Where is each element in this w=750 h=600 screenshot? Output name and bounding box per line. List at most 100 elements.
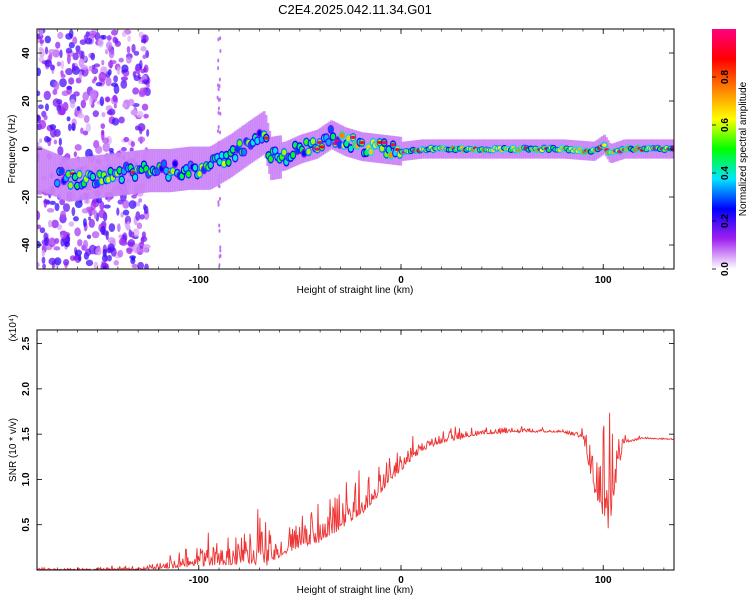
heatmap-x-axis-label: Height of straight line (km) — [297, 285, 414, 296]
heatmap-cell — [93, 261, 99, 269]
heatmap-cell — [217, 58, 220, 63]
heatmap-cell — [230, 146, 236, 153]
heatmap-cell — [235, 146, 240, 153]
heatmap-cell — [602, 143, 607, 147]
heatmap-cell — [140, 248, 144, 254]
y-tick-label: 2.0 — [21, 381, 32, 395]
heatmap-cell — [42, 148, 46, 192]
heatmap-cell — [100, 225, 106, 235]
heatmap-cell — [350, 129, 354, 158]
heatmap-cell — [88, 216, 92, 221]
heatmap-cell — [56, 61, 62, 67]
heatmap-cell — [58, 155, 62, 199]
colorbar-ticks: 0.0 0.2 0.4 0.6 0.8 — [712, 70, 731, 276]
heatmap-cell — [290, 151, 296, 158]
heatmap-cell — [306, 148, 311, 155]
heatmap-cell — [57, 31, 64, 40]
heatmap-cell — [213, 143, 217, 188]
heatmap-cell — [68, 182, 73, 189]
heatmap-cell — [77, 113, 85, 119]
heatmap-cell — [39, 29, 44, 37]
heatmap-cell — [122, 200, 130, 209]
heatmap-cell — [48, 257, 57, 266]
heatmap-cell — [217, 87, 220, 92]
heatmap-cell — [47, 150, 51, 195]
heatmap-cell — [73, 151, 78, 158]
heatmap-cell — [301, 150, 307, 157]
heatmap-cell — [116, 66, 121, 76]
heatmap-cell — [268, 156, 273, 163]
heatmap-cell — [62, 203, 71, 212]
heatmap-cell — [39, 138, 43, 143]
heatmap-cell — [67, 123, 72, 132]
heatmap-cell — [41, 256, 46, 264]
heatmap-cell — [53, 153, 57, 197]
heatmap-cell — [83, 198, 91, 205]
y-tick-label: 0.5 — [21, 517, 32, 531]
heatmap-cell — [37, 146, 40, 190]
heatmap-cell — [71, 206, 76, 217]
heatmap-cell — [186, 171, 191, 178]
snr-y-multiplier: (x10⁴) — [8, 314, 19, 341]
heatmap-cell — [136, 222, 143, 230]
heatmap-cell — [139, 214, 145, 220]
heatmap-cell — [92, 199, 97, 204]
heatmap-cell — [65, 47, 73, 54]
figure-title: C2E4.2025.042.11.34.G01 — [278, 2, 432, 17]
heatmap-cell — [37, 141, 40, 147]
heatmap-cell — [101, 59, 105, 66]
heatmap-cell — [100, 123, 106, 129]
heatmap-cell — [46, 137, 52, 142]
heatmap-cell — [90, 52, 96, 61]
heatmap-cell — [49, 200, 56, 206]
x-tick-label: -100 — [189, 275, 209, 286]
heatmap-cell — [359, 141, 365, 145]
heatmap-cell — [233, 131, 237, 175]
heatmap-cell — [96, 196, 102, 204]
heatmap-cell — [217, 129, 220, 134]
heatmap-cell — [82, 91, 89, 101]
heatmap-cell — [141, 231, 146, 239]
heatmap-cell — [53, 80, 60, 91]
heatmap-cell — [128, 200, 137, 209]
heatmap-cell — [102, 265, 107, 269]
heatmap-cell — [103, 204, 111, 209]
heatmap-cell — [226, 159, 231, 166]
heatmap-cell — [140, 237, 145, 244]
heatmap-cell — [68, 77, 75, 85]
heatmap-cell — [110, 82, 118, 87]
heatmap-cell — [218, 228, 221, 233]
heatmap-cell — [80, 157, 84, 201]
heatmap-cell — [73, 216, 79, 222]
heatmap-cell — [66, 54, 71, 65]
heatmap-cell — [218, 77, 221, 82]
heatmap-cell — [126, 247, 133, 255]
heatmap-cell — [219, 248, 222, 253]
heatmap-cell — [82, 208, 88, 214]
heatmap-cell — [129, 147, 134, 152]
heatmap-cell — [59, 168, 64, 175]
heatmap-cell — [138, 198, 143, 203]
heatmap-cell — [257, 130, 262, 137]
heatmap-cell — [237, 140, 242, 147]
heatmap-cell — [263, 136, 269, 140]
heatmap-cell — [304, 138, 309, 145]
heatmap-cell — [118, 238, 125, 246]
heatmap-cell — [44, 103, 49, 112]
heatmap-cell — [126, 221, 130, 230]
heatmap-cell — [219, 130, 222, 135]
heatmap-cell — [197, 146, 201, 190]
heatmap-cell — [217, 125, 220, 130]
heatmap-cell — [88, 30, 97, 37]
heatmap-cell — [137, 136, 146, 143]
heatmap-cell — [99, 201, 105, 211]
heatmap-cell — [124, 215, 132, 225]
heatmap-cell — [37, 104, 44, 110]
snr-panel: -100 0 100 0.5 1.0 1.5 2.0 2.5 Height of strai… — [8, 314, 675, 596]
heatmap-cell — [46, 150, 50, 194]
heatmap-cell — [88, 244, 97, 255]
heatmap-x-ticks: -100 0 100 — [36, 29, 665, 286]
heatmap-cell — [42, 263, 46, 269]
heatmap-cell — [133, 50, 140, 56]
heatmap-cell — [101, 112, 106, 118]
